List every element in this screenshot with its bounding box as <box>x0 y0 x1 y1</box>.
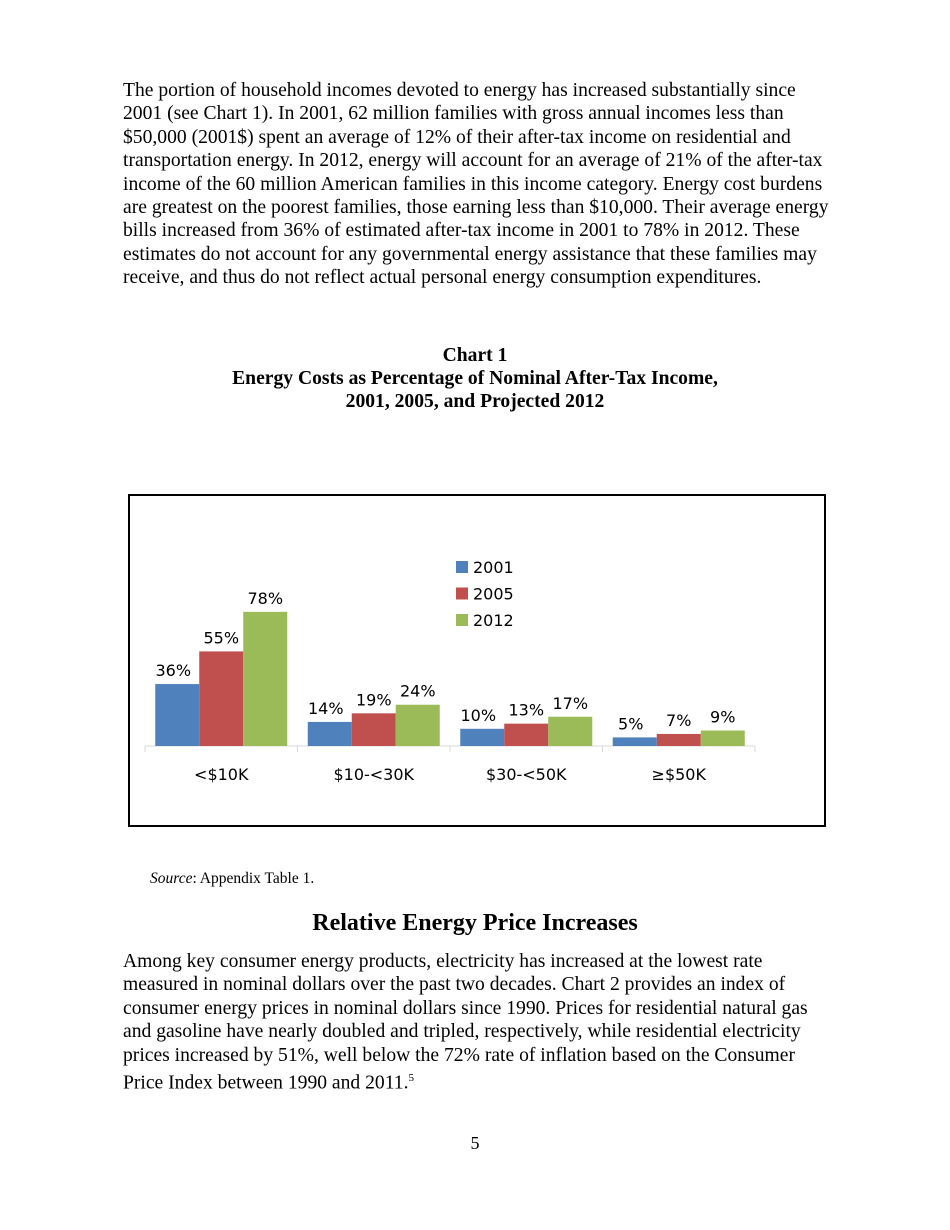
bar-2005 <box>656 733 701 746</box>
legend-swatch-2005 <box>456 587 468 600</box>
data-label: 17% <box>552 694 588 713</box>
bar-2001 <box>460 728 505 746</box>
bar-2001 <box>612 737 657 746</box>
data-label: 14% <box>308 699 344 718</box>
data-label: 36% <box>155 661 191 680</box>
data-label: 19% <box>356 690 392 709</box>
intro-paragraph: The portion of household incomes devoted… <box>123 80 829 289</box>
data-label: 24% <box>400 682 436 701</box>
bar-2005 <box>351 713 396 746</box>
data-label: 10% <box>460 706 496 725</box>
chart-title-line2: 2001, 2005, and Projected 2012 <box>345 391 605 412</box>
bar-2001 <box>155 684 200 746</box>
data-label: 78% <box>247 589 283 608</box>
bar-2012 <box>395 704 440 746</box>
x-tick-label: <$10K <box>194 765 249 784</box>
bar-2012 <box>548 716 593 746</box>
bar-2005 <box>504 723 549 746</box>
legend-label: 2012 <box>473 611 514 630</box>
price-paragraph-text: Among key consumer energy products, elec… <box>123 951 808 1094</box>
legend-label: 2005 <box>473 585 514 604</box>
bar-2005 <box>199 651 244 746</box>
data-label: 9% <box>710 708 735 727</box>
price-paragraph: Among key consumer energy products, elec… <box>123 950 835 1095</box>
legend-swatch-2012 <box>456 614 468 626</box>
chart-1: <$10K 36% 55% 78% $10-<30K 14% 19% 24% $30-<50K 1… <box>128 494 826 827</box>
chart-label: Chart 1 <box>442 345 508 366</box>
data-label: 55% <box>203 628 239 647</box>
x-tick-label: ≥$50K <box>652 765 707 784</box>
data-label: 7% <box>666 711 691 730</box>
page-number: 5 <box>470 1133 480 1153</box>
bar-2001 <box>307 721 352 746</box>
legend-label: 2001 <box>473 558 514 577</box>
bar-chart: <$10K 36% 55% 78% $10-<30K 14% 19% 24% $30-<50K 1… <box>144 558 756 784</box>
footnote-ref: 5 <box>408 1072 414 1085</box>
source-note: Source: Appendix Table 1. <box>150 870 314 888</box>
x-tick-label: $10-<30K <box>333 765 414 784</box>
data-label: 13% <box>508 701 544 720</box>
data-label: 5% <box>618 714 643 733</box>
chart-title-line1: Energy Costs as Percentage of Nominal Af… <box>232 368 718 389</box>
section-heading: Relative Energy Price Increases <box>312 910 638 936</box>
legend-swatch-2001 <box>456 561 468 573</box>
x-tick-label: $30-<50K <box>486 765 567 784</box>
source-text: : Appendix Table 1. <box>192 870 315 887</box>
bar-2012 <box>700 730 745 746</box>
source-label: Source <box>150 870 193 887</box>
bar-2012 <box>243 611 288 746</box>
